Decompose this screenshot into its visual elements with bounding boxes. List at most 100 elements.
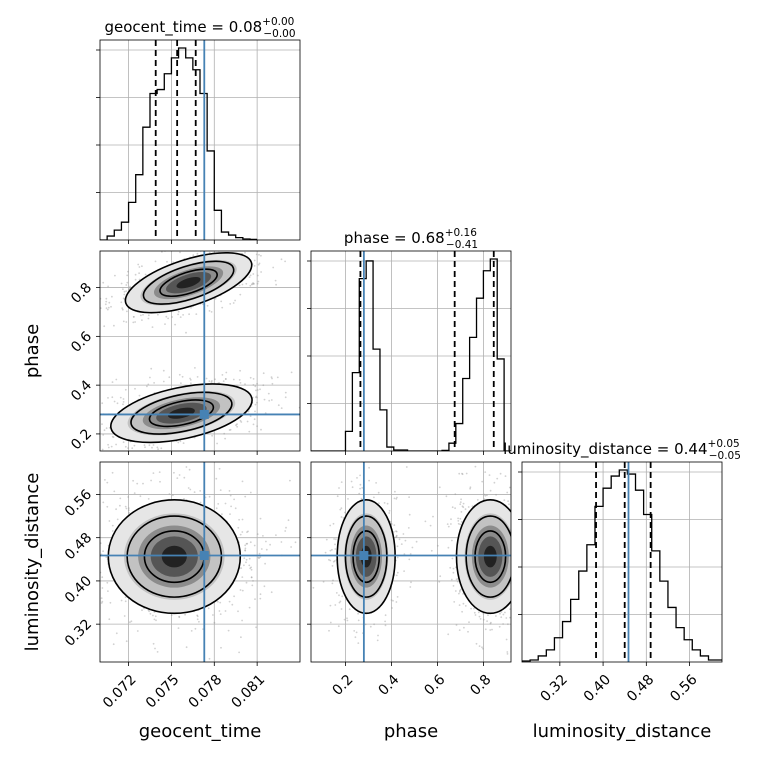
- sample-point: [514, 515, 516, 517]
- sample-point: [17, 450, 19, 452]
- sample-point: [122, 288, 124, 291]
- sample-point: [359, 483, 362, 486]
- sample-point: [171, 316, 174, 318]
- sample-point: [361, 487, 364, 489]
- sample-point: [329, 524, 332, 527]
- sample-point: [107, 285, 109, 288]
- sample-point: [331, 582, 334, 585]
- sample-point: [54, 443, 56, 445]
- sample-point: [138, 278, 141, 281]
- sample-point: [332, 560, 335, 563]
- sample-point: [123, 615, 126, 617]
- sample-point: [516, 573, 518, 575]
- sample-point: [238, 518, 241, 521]
- sample-point: [239, 382, 242, 384]
- sample-point: [257, 263, 260, 266]
- sample-point: [405, 466, 408, 468]
- sample-point: [102, 434, 105, 436]
- sample-point: [127, 507, 130, 509]
- sample-point: [267, 392, 270, 395]
- sample-point: [113, 324, 115, 327]
- sample-point: [224, 437, 227, 440]
- sample-point: [234, 299, 237, 302]
- sample-point: [120, 282, 123, 285]
- sample-point: [465, 472, 468, 475]
- sample-point: [505, 638, 508, 641]
- sample-point: [404, 539, 407, 542]
- sample-point: [284, 391, 287, 394]
- sample-point: [228, 429, 231, 431]
- density-contour: [126, 515, 223, 598]
- sample-point: [119, 396, 122, 399]
- sample-point: [329, 604, 332, 607]
- sample-point: [122, 403, 124, 406]
- sample-point: [216, 248, 218, 250]
- sample-point: [101, 448, 104, 451]
- x-tick-label: 0.072: [100, 672, 140, 712]
- sample-point: [67, 574, 69, 576]
- sample-point: [476, 499, 479, 501]
- sample-point: [395, 574, 398, 577]
- sample-point: [340, 516, 343, 518]
- sample-point: [210, 311, 213, 313]
- sample-point: [244, 383, 246, 386]
- sample-point: [462, 506, 465, 509]
- sample-point: [187, 487, 190, 489]
- sample-point: [249, 284, 252, 287]
- sample-point: [324, 551, 327, 554]
- sample-point: [259, 556, 262, 558]
- sample-point: [239, 589, 242, 591]
- sample-point: [377, 491, 380, 494]
- hist-panel-phase: phase = 0.68+0.16 −0.41: [307, 227, 512, 455]
- sample-point: [334, 543, 336, 546]
- truth-marker: [199, 551, 209, 561]
- sample-point: [219, 601, 222, 604]
- y-tick-label: 0.4: [68, 377, 95, 404]
- sample-point: [246, 420, 249, 423]
- sample-point: [252, 282, 254, 284]
- hist-panel-luminosity_distance: luminosity_distance = 0.44+0.05 −0.05: [503, 438, 741, 666]
- sample-point: [183, 498, 185, 500]
- sample-point: [411, 546, 414, 549]
- sample-point: [338, 487, 340, 489]
- sample-point: [196, 252, 199, 255]
- sample-point: [258, 552, 261, 555]
- sample-point: [515, 562, 517, 564]
- sample-point: [477, 611, 480, 614]
- sample-point: [243, 557, 246, 559]
- sample-point: [526, 605, 528, 607]
- sample-point: [351, 486, 354, 489]
- sample-point: [409, 553, 412, 555]
- sample-point: [523, 554, 525, 556]
- sample-point: [350, 480, 353, 483]
- sample-point: [221, 306, 224, 309]
- sample-point: [262, 535, 264, 537]
- sample-point: [116, 402, 119, 405]
- sample-point: [459, 503, 462, 506]
- sample-point: [146, 385, 148, 388]
- sample-point: [217, 600, 219, 603]
- sample-point: [270, 376, 273, 378]
- sample-point: [123, 293, 126, 296]
- sample-point: [458, 629, 461, 631]
- sample-point: [263, 585, 266, 588]
- sample-point: [107, 306, 110, 309]
- sample-point: [127, 457, 129, 459]
- sample-point: [206, 249, 208, 251]
- sample-point: [111, 453, 113, 455]
- sample-point: [149, 612, 152, 615]
- sample-point: [482, 618, 485, 621]
- sample-point: [333, 560, 336, 562]
- sample-point: [97, 500, 99, 502]
- x-tick-label: 0.40: [581, 672, 614, 705]
- sample-point: [403, 570, 405, 572]
- sample-point: [377, 634, 379, 637]
- sample-point: [520, 558, 522, 560]
- sample-point: [252, 580, 254, 582]
- sample-point: [161, 251, 163, 253]
- sample-point: [256, 282, 259, 285]
- sample-point: [432, 515, 434, 518]
- sample-point: [127, 447, 129, 449]
- sample-point: [523, 544, 525, 546]
- sample-point: [260, 254, 262, 257]
